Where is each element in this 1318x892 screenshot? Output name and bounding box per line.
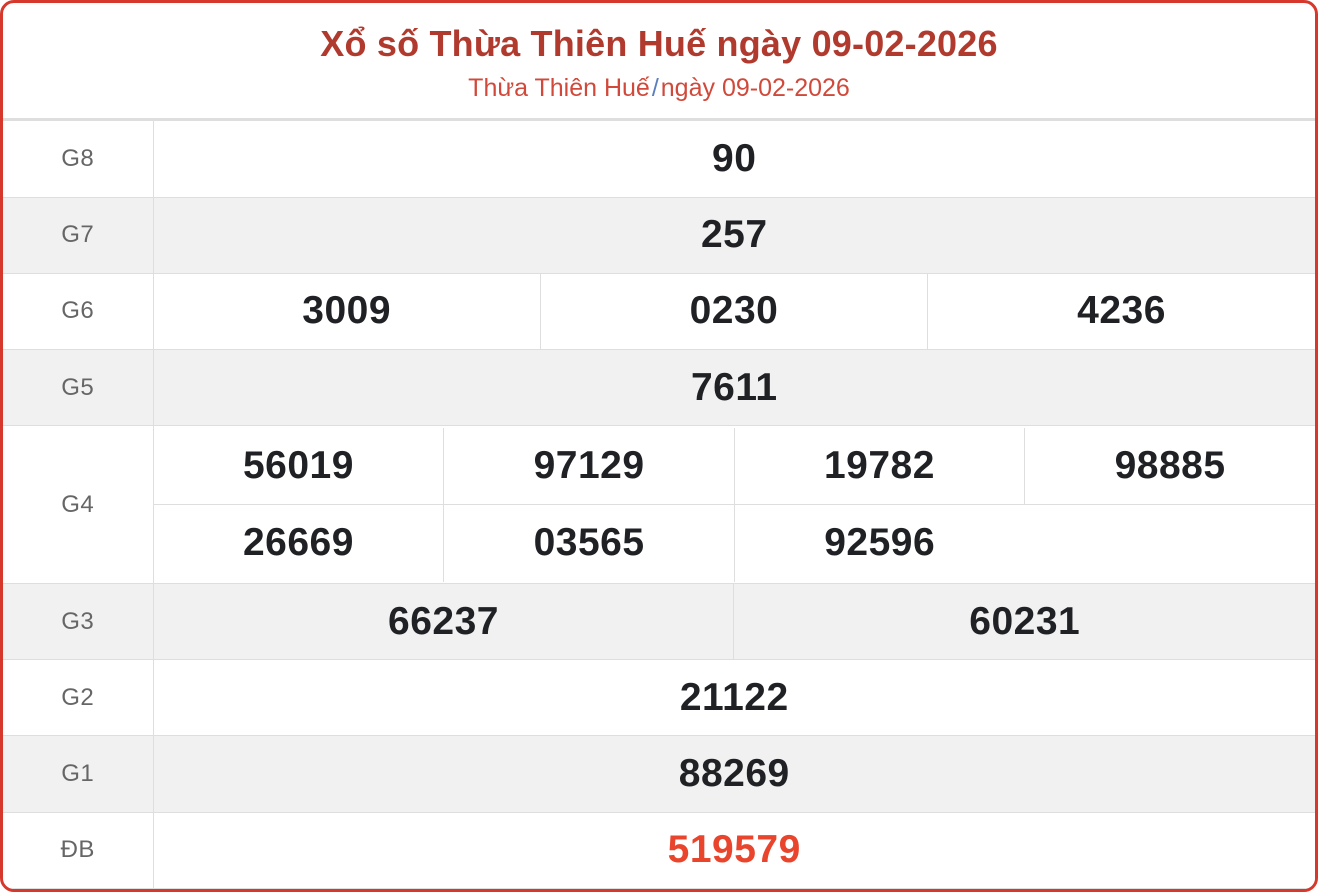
prize-number-g3-0: 66237 <box>152 582 735 661</box>
table-row: G7 257 <box>3 196 1315 274</box>
prize-number-g5-0: 7611 <box>152 349 1315 427</box>
prize-number-g6-2: 4236 <box>927 272 1315 351</box>
prize-label-g2: G2 <box>3 659 154 737</box>
table-row: G5 7611 <box>3 349 1315 427</box>
prize-label-db: ĐB <box>3 811 154 889</box>
g4-subtable: 56019 97129 19782 98885 26669 03565 9259… <box>153 427 1316 582</box>
prize-label-g4: G4 <box>3 425 154 584</box>
prize-number-g6-0: 3009 <box>152 272 541 351</box>
prize-number-g4-0-0: 56019 <box>153 427 445 506</box>
subtitle-separator: / <box>651 74 659 102</box>
subtitle-date: ngày 09-02-2026 <box>660 74 850 102</box>
results-table: G8 90 G7 257 G6 3009 0230 4236 G5 7611 <box>3 120 1315 889</box>
table-subrow: 56019 97129 19782 98885 <box>153 427 1315 506</box>
prize-number-g4-0-3: 98885 <box>1024 427 1315 506</box>
prize-label-g8: G8 <box>3 120 154 198</box>
prize-label-g6: G6 <box>3 272 154 351</box>
table-row: G8 90 <box>3 120 1315 198</box>
table-row: G1 88269 <box>3 735 1315 813</box>
prize-label-g7: G7 <box>3 196 154 274</box>
prize-number-g4-0-2: 19782 <box>733 427 1026 506</box>
prize-label-g1: G1 <box>3 735 154 813</box>
table-row: G3 66237 60231 <box>3 582 1315 661</box>
prize-number-g4-1-1: 03565 <box>443 504 735 582</box>
table-subrow: 26669 03565 92596 <box>153 504 1316 582</box>
prize-number-db-0: 519579 <box>152 811 1315 889</box>
card-subtitle: Thừa Thiên Huế/ngày 09-02-2026 <box>13 73 1305 104</box>
prize-number-g6-1: 0230 <box>539 272 929 351</box>
prize-number-g2-0: 21122 <box>152 659 1315 737</box>
prize-number-g7-0: 257 <box>152 196 1315 274</box>
prize-number-g4-1-2: 92596 <box>733 504 1025 582</box>
card-header: Xổ số Thừa Thiên Huế ngày 09-02-2026 Thừ… <box>3 3 1315 121</box>
prize-label-g3: G3 <box>3 582 154 661</box>
prize-label-g5: G5 <box>3 349 154 427</box>
subtitle-region: Thừa Thiên Huế <box>468 74 650 102</box>
page-title: Xổ số Thừa Thiên Huế ngày 09-02-2026 <box>320 23 998 64</box>
prize-number-g8-0: 90 <box>152 120 1315 198</box>
table-row: G2 21122 <box>3 659 1315 737</box>
prize-group-g4: 56019 97129 19782 98885 26669 03565 9259… <box>152 425 1316 584</box>
table-row: ĐB 519579 <box>3 811 1315 889</box>
prize-number-g1-0: 88269 <box>152 735 1315 813</box>
prize-number-g4-1-0: 26669 <box>153 504 445 582</box>
prize-number-g4-0-1: 97129 <box>443 427 735 506</box>
table-row: G6 3009 0230 4236 <box>3 272 1315 351</box>
prize-number-g3-1: 60231 <box>733 582 1315 661</box>
table-row: G4 56019 97129 19782 98885 26669 <box>3 425 1316 584</box>
